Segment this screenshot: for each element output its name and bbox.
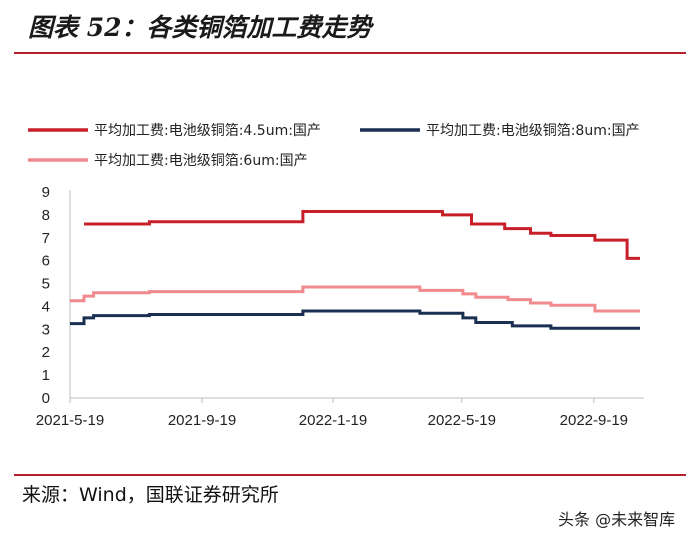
y-tick-label: 7 [42,230,50,247]
x-tick-label: 2022-9-19 [560,412,628,429]
legend-label-2: 平均加工费:电池级铜箔:6um:国产 [94,153,308,169]
y-tick-label: 3 [42,321,50,338]
legend-label-1: 平均加工费:电池级铜箔:8um:国产 [426,123,640,139]
legend-label-0: 平均加工费:电池级铜箔:4.5um:国产 [94,123,321,139]
legend: 平均加工费:电池级铜箔:4.5um:国产 平均加工费:电池级铜箔:8um:国产平均… [28,123,640,169]
page-title: 图表 52：各类铜箔加工费走势 [28,13,372,42]
series-lines [70,210,640,330]
series-line-2 [70,285,640,313]
x-tick-label: 2022-1-19 [299,412,367,429]
y-tick-label: 8 [42,207,50,224]
y-tick-label: 4 [42,298,50,315]
axes: 0 1 2 3 4 5 6 7 8 9 2021-5-19 2021-9-19 2022-1-19 202… [36,184,644,429]
x-tick-label: 2021-5-19 [36,412,104,429]
source-note: 来源：Wind，国联证券研究所 [22,484,279,506]
y-tick-label: 0 [42,390,50,407]
x-tick-label: 2022-5-19 [428,412,496,429]
y-tick-label: 6 [42,253,50,270]
y-tick-label: 1 [42,367,50,384]
y-tick-label: 2 [42,344,50,361]
y-tick-label: 9 [42,184,50,201]
watermark: 头条 @未来智库 [558,510,676,529]
x-tick-label: 2021-9-19 [168,412,236,429]
source-divider [14,474,686,476]
title-divider [14,52,686,54]
y-tick-label: 5 [42,276,50,293]
series-line-0 [84,210,640,260]
series-line-1 [70,309,640,330]
